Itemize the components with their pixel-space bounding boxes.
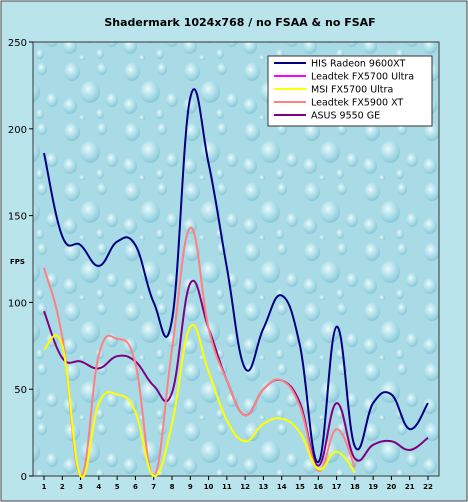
x-tick-label: 22 xyxy=(423,483,433,491)
x-tick-label: 21 xyxy=(405,483,415,491)
x-tick-label: 7 xyxy=(151,483,156,491)
x-tick-label: 6 xyxy=(133,483,138,491)
x-ticks: 1 2 3 4 5 6 7 8 9 10 11 12 13 14 15 16 17 18 19 20 21 22 xyxy=(42,476,433,491)
x-tick-label: 18 xyxy=(350,483,360,491)
y-tick-label: 50 xyxy=(14,385,27,396)
legend-label: MSI FX5700 Ultra xyxy=(311,85,393,96)
x-tick-label: 12 xyxy=(240,483,250,491)
x-tick-label: 5 xyxy=(115,483,120,491)
legend-label: Leadtek FX5900 XT xyxy=(311,98,403,109)
legend-label: HIS Radeon 9600XT xyxy=(311,59,405,70)
x-tick-label: 15 xyxy=(295,483,305,491)
x-tick-label: 20 xyxy=(387,483,397,491)
x-tick-label: 2 xyxy=(60,483,65,491)
x-tick-label: 10 xyxy=(204,483,214,491)
x-tick-label: 19 xyxy=(368,483,378,491)
x-tick-label: 16 xyxy=(313,483,323,491)
series-line-leadtek-fx5900-xt xyxy=(43,226,356,478)
x-tick-label: 8 xyxy=(170,483,175,491)
y-tick-label: 200 xyxy=(8,125,27,136)
legend-label: Leadtek FX5700 Ultra xyxy=(311,72,414,83)
x-tick-label: 11 xyxy=(222,483,232,491)
x-tick-label: 4 xyxy=(96,483,101,491)
y-tick-label: 250 xyxy=(8,38,27,49)
y-ticks: 0 50 100 150 200 250 xyxy=(8,38,33,483)
chart-title: Shadermark 1024x768 / no FSAA & no FSAF xyxy=(104,16,375,29)
x-tick-label: 9 xyxy=(188,483,193,491)
x-tick-label: 1 xyxy=(42,483,47,491)
legend-label: ASUS 9550 GE xyxy=(311,111,380,122)
y-tick-label: 0 xyxy=(21,472,27,483)
y-tick-label: 100 xyxy=(8,298,27,309)
series-line-msi-fx5700-ultra xyxy=(43,323,356,479)
x-tick-label: 17 xyxy=(332,483,342,491)
series-lines xyxy=(43,88,429,479)
x-tick-label: 14 xyxy=(277,483,287,491)
y-axis-label: FPS xyxy=(10,258,25,266)
series-line-his-radeon-9600xt xyxy=(43,88,429,464)
legend: HIS Radeon 9600XT Leadtek FX5700 Ultra MSI… xyxy=(267,55,433,127)
x-tick-label: 3 xyxy=(78,483,83,491)
y-tick-label: 150 xyxy=(8,212,27,223)
x-tick-label: 13 xyxy=(259,483,269,491)
